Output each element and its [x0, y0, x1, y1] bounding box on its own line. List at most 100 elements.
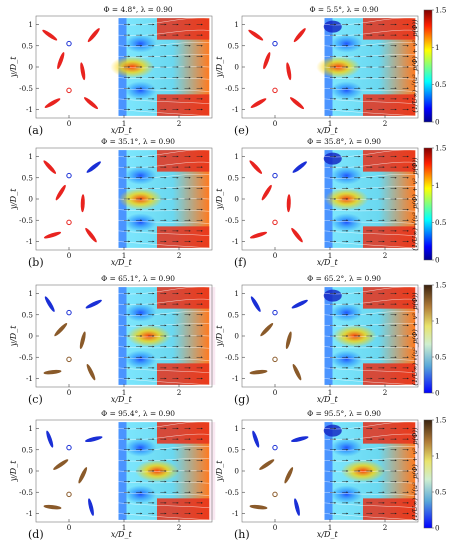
velocity-vector-head: [201, 66, 203, 68]
velocity-vector-head: [334, 459, 336, 462]
velocity-vector-head: [370, 55, 373, 58]
turbine-blade: [85, 299, 102, 309]
velocity-vector-head: [407, 155, 409, 158]
velocity-vector-head: [152, 198, 155, 200]
panel-c: 0 1 2 1 0.5 0 -0.5 -1 x/D_t y/D_t Φ = 65.1°, λ = 0…: [9, 274, 216, 406]
rotor-hub-lower: [66, 219, 72, 226]
streamline: [324, 209, 416, 212]
velocity-vector-head: [334, 87, 336, 90]
streamline: [118, 513, 210, 521]
streamline: [118, 433, 210, 440]
velocity-vector-head: [370, 187, 373, 190]
y-tick-label: -1: [26, 374, 33, 383]
velocity-vector-head: [176, 480, 179, 483]
streamline: [118, 41, 210, 47]
velocity-vector-head: [128, 219, 130, 222]
velocity-vector-head: [176, 76, 179, 79]
velocity-vector-head: [370, 335, 373, 337]
velocity-vector-head: [152, 313, 155, 316]
velocity-vector-head: [176, 427, 179, 430]
velocity-vector-head: [188, 459, 191, 462]
streamline: [324, 230, 416, 236]
turbine-blade: [286, 194, 291, 213]
velocity-vector-head: [394, 23, 397, 26]
velocity-vector-head: [201, 229, 203, 232]
velocity-vector-head: [382, 356, 385, 359]
turbine-blade: [85, 227, 97, 243]
x-axis-label: x/D_t: [317, 530, 339, 539]
velocity-vector-head: [346, 438, 349, 441]
y-tick-label: 0.5: [22, 41, 34, 50]
velocity-vector-head: [140, 240, 143, 243]
colorbar-label: (1/U∞)·√(u²_p(Φ) + v²_p(Φ)): [411, 157, 419, 251]
velocity-vector-head: [188, 345, 191, 348]
velocity-vector-head: [358, 219, 361, 222]
velocity-vector-head: [140, 345, 143, 348]
velocity-vector-head: [382, 366, 385, 369]
velocity-vector-head: [201, 427, 203, 430]
velocity-vector-head: [152, 176, 155, 179]
y-axis-label: y/D_t: [215, 325, 224, 348]
turbine-blade: [83, 97, 99, 110]
x-tick-label: 1: [122, 119, 127, 128]
velocity-vector-head: [358, 324, 361, 327]
velocity-vector-head: [140, 427, 143, 430]
y-tick-label: 0: [234, 195, 239, 204]
velocity-vector-head: [358, 108, 361, 111]
velocity-vector-head: [201, 491, 203, 494]
velocity-vector-head: [407, 229, 409, 232]
y-axis-label: y/D_t: [9, 188, 18, 211]
velocity-vector-head: [188, 166, 191, 169]
velocity-vector-head: [370, 459, 373, 462]
velocity-vector-head: [188, 87, 191, 90]
x-tick-label: 2: [383, 388, 388, 397]
velocity-vector-head: [164, 356, 167, 359]
velocity-vector-head: [140, 166, 143, 169]
velocity-vector-head: [407, 187, 409, 190]
velocity-vector-head: [407, 166, 409, 169]
velocity-vector-head: [152, 108, 155, 111]
colorbar-gradient: [423, 9, 433, 123]
velocity-vector-head: [201, 240, 203, 243]
velocity-vector-head: [394, 240, 397, 243]
velocity-vector-head: [394, 377, 397, 380]
panel-label: (g): [234, 393, 250, 406]
velocity-vector-head: [394, 345, 397, 348]
velocity-vector-head: [164, 66, 167, 68]
turbine-blade: [252, 430, 260, 448]
velocity-vector-head: [176, 448, 179, 451]
velocity-vector-head: [164, 23, 167, 26]
velocity-vector-head: [188, 97, 191, 100]
velocity-vector-head: [140, 448, 143, 451]
velocity-vector-head: [394, 470, 397, 472]
y-tick-label: -0.5: [225, 353, 239, 362]
velocity-vector-head: [358, 303, 361, 306]
streamline: [324, 298, 416, 305]
turbine-blade: [249, 231, 268, 239]
velocity-vector-head: [370, 44, 373, 47]
velocity-vector-head: [346, 335, 349, 337]
velocity-vector-head: [370, 219, 373, 222]
colorbar-tick-label: 0.5: [435, 488, 447, 497]
velocity-vector-head: [394, 187, 397, 190]
velocity-vector-head: [334, 480, 336, 483]
velocity-vector-head: [334, 166, 336, 169]
velocity-vector-head: [370, 34, 373, 37]
velocity-vector-head: [164, 166, 167, 169]
turbine-blade: [79, 331, 86, 349]
vortex-patch-upper: [330, 438, 363, 457]
velocity-vector-head: [407, 480, 409, 483]
y-tick-label: -1: [26, 509, 33, 518]
x-axis-label: x/D_t: [317, 395, 339, 404]
velocity-vector-head: [394, 335, 397, 337]
velocity-vector-head: [346, 240, 349, 243]
velocity-vector-head: [346, 501, 349, 504]
velocity-vector-head: [140, 187, 143, 190]
velocity-vector-head: [188, 480, 191, 483]
colorbar-tick-label: 0: [435, 118, 440, 127]
velocity-vector-head: [188, 76, 191, 79]
streamline: [324, 357, 416, 361]
velocity-vector-head: [407, 438, 409, 441]
velocity-vector-head: [188, 427, 191, 430]
streamline: [324, 433, 416, 440]
